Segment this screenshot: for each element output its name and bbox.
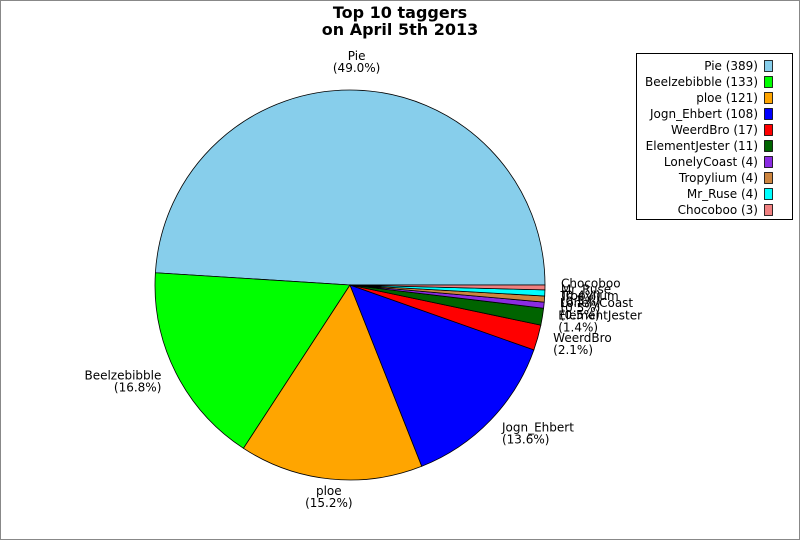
- legend-label: Jogn_Ehbert (108): [649, 107, 758, 121]
- legend-label: Pie (389): [704, 59, 758, 73]
- legend-swatch: [764, 124, 773, 136]
- slice-label: WeerdBro: [553, 331, 612, 345]
- legend-label: WeerdBro (17): [671, 123, 758, 137]
- slice-value-label: (16.8%): [114, 381, 161, 395]
- legend-label: Mr_Ruse (4): [687, 187, 758, 201]
- legend-label: ploe (121): [696, 91, 758, 105]
- pie-slice: [349, 284, 535, 467]
- slice-value-label: (0.5%): [560, 301, 600, 315]
- slice-label: Mr_Ruse: [561, 283, 611, 297]
- legend-label: ElementJester (11): [646, 139, 758, 153]
- legend-label: Chocoboo (3): [678, 203, 758, 217]
- slice-value-label: (2.1%): [553, 343, 593, 357]
- legend-swatch: [764, 108, 773, 120]
- legend-label: Tropylium (4): [678, 171, 758, 185]
- legend-label: LonelyCoast (4): [664, 155, 758, 169]
- slice-label: Beelzebibble: [84, 369, 161, 383]
- slice-label: Jogn_Ehbert: [501, 420, 574, 434]
- legend-swatch: [764, 140, 773, 152]
- legend-label: Beelzebibble (133): [645, 75, 758, 89]
- legend-swatch: [764, 76, 773, 88]
- legend-swatch: [764, 60, 773, 72]
- slice-label: Tropylium: [559, 289, 618, 303]
- slice-label: LonelyCoast: [560, 296, 634, 310]
- slice-value-label: (0.4%): [561, 289, 601, 303]
- pie-slice: [154, 89, 546, 286]
- chart-title: Top 10 taggers: [333, 3, 467, 22]
- legend-swatch: [764, 156, 773, 168]
- legend-swatch: [764, 204, 773, 216]
- slice-value-label: (13.6%): [502, 432, 549, 446]
- legend-swatch: [764, 172, 773, 184]
- slice-label: ElementJester: [558, 308, 642, 322]
- slice-value-label: (49.0%): [333, 61, 380, 75]
- slice-value-label: (1.4%): [558, 320, 598, 334]
- slice-value-label: (15.2%): [305, 496, 352, 510]
- pie-slice: [154, 272, 351, 449]
- pie-slice: [242, 284, 423, 481]
- slice-label: Chocoboo: [561, 277, 621, 291]
- slice-label: Pie: [348, 49, 366, 63]
- legend-swatch: [764, 92, 773, 104]
- legend-swatch: [764, 188, 773, 200]
- pie-slice: [349, 284, 546, 291]
- chart-title: on April 5th 2013: [322, 20, 479, 39]
- slice-label: ploe: [316, 484, 342, 498]
- slice-value-label: (0.5%): [561, 295, 601, 309]
- slice-value-label: (0.5%): [560, 308, 600, 322]
